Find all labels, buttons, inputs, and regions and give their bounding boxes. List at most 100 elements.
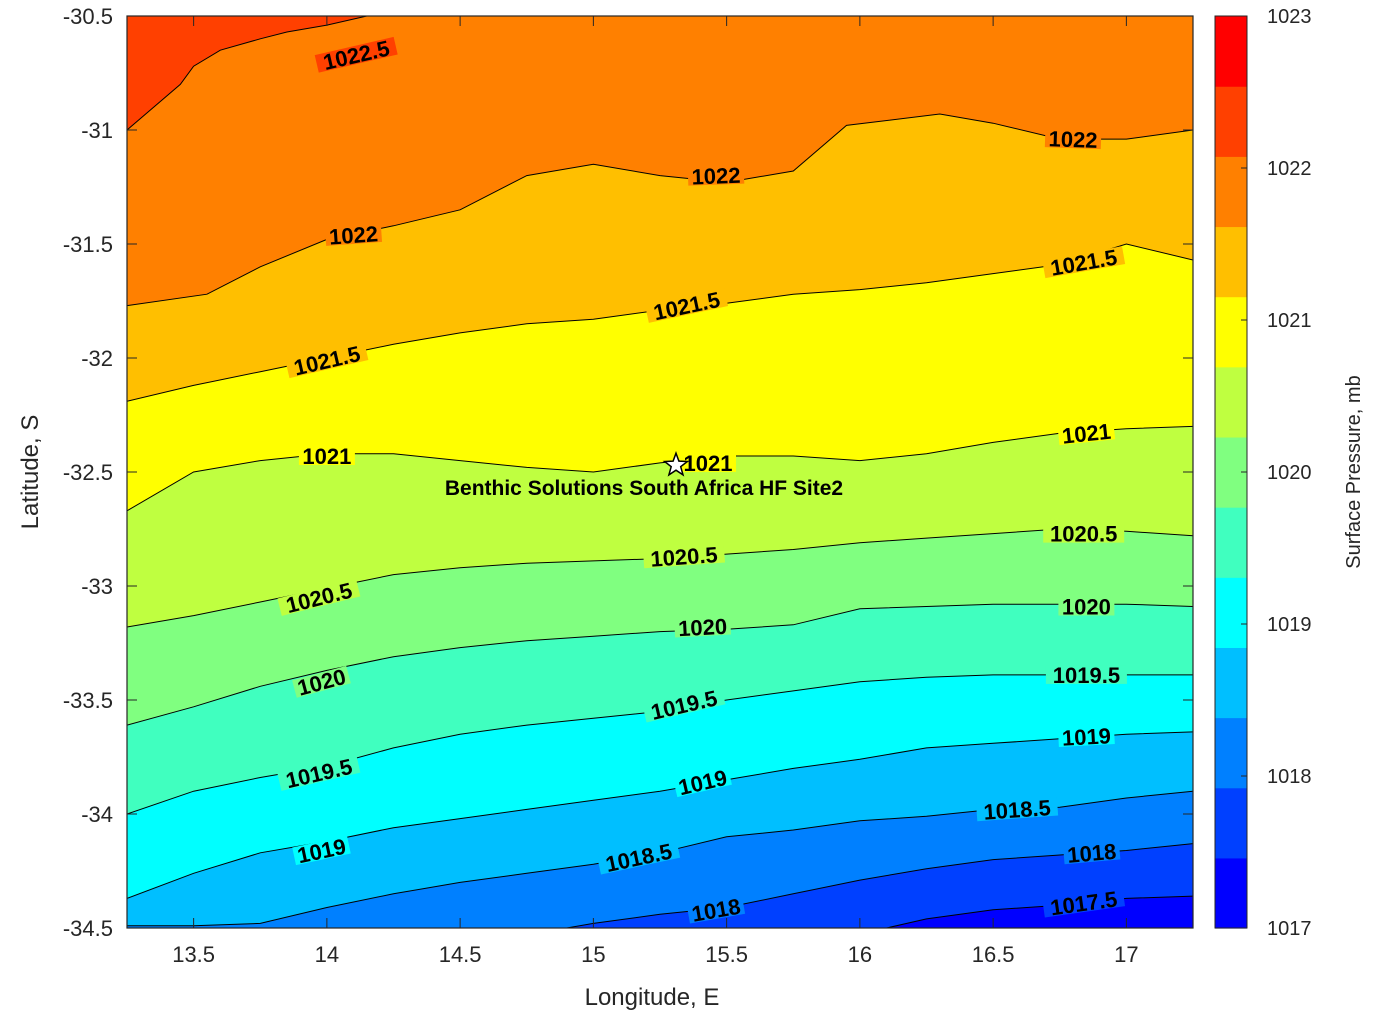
x-tick-label: 16.5	[972, 942, 1015, 967]
contour-label: 1021	[298, 444, 355, 469]
contour-label: 1022	[1044, 126, 1102, 153]
site-star-marker	[662, 451, 690, 477]
x-tick-label: 17	[1114, 942, 1138, 967]
contour-label-text: 1018	[1066, 839, 1117, 868]
y-tick-label: -32.5	[63, 460, 113, 485]
contour-label-bg	[674, 616, 732, 638]
y-axis: -30.5 -31 -31.5 -32 -32.5 -33 -33.5 -34 -34.5	[63, 4, 1193, 941]
colorbar-label: Surface Pressure, mb	[1343, 375, 1365, 568]
contour-label-bg	[314, 36, 398, 73]
colorbar-tick-label: 1022	[1267, 158, 1312, 180]
colorbar-band	[1215, 717, 1247, 789]
contour-label: 1018.5	[976, 795, 1059, 825]
contour-label-bg	[1063, 841, 1121, 865]
colorbar-band	[1215, 16, 1247, 87]
contour-label-bg	[292, 835, 351, 866]
x-tick-label: 15.5	[705, 942, 748, 967]
colorbar-tick-label: 1018	[1267, 766, 1312, 788]
colorbar-tick-label: 1017	[1267, 918, 1312, 940]
contour-label-bg	[1043, 524, 1125, 543]
x-axis-label: Longitude, E	[585, 984, 720, 1011]
contour-label-text: 1021	[1061, 419, 1112, 449]
contour-label-bg	[642, 686, 726, 723]
colorbar-band	[1215, 577, 1247, 648]
x-tick-label: 14.5	[439, 942, 482, 967]
contour-label-bg	[298, 447, 355, 465]
y-tick-label: -32	[81, 346, 113, 371]
colorbar-band	[1215, 156, 1247, 228]
site-annotation: Benthic Solutions South Africa HF Site2	[445, 477, 843, 500]
y-axis-label: Latitude, S	[17, 415, 44, 530]
contour-label: 1021	[680, 451, 736, 476]
colorbar-band	[1215, 787, 1247, 859]
y-tick-label: -34	[81, 802, 113, 827]
contour-label-bg	[1044, 129, 1102, 150]
contour-label-bg	[673, 767, 732, 798]
y-tick-label: -33.5	[63, 688, 113, 713]
contour-label: 1022	[324, 221, 383, 250]
y-tick-label: -33	[81, 574, 113, 599]
contour-label-text: 1022	[691, 163, 741, 190]
colorbar-band	[1215, 226, 1247, 298]
y-tick-label: -31	[81, 118, 113, 143]
colorbar-band	[1215, 647, 1247, 719]
colorbar-band	[1215, 507, 1247, 578]
y-tick-label: -30.5	[63, 4, 113, 29]
contour-label-bg	[687, 165, 745, 186]
colorbar-band	[1215, 296, 1247, 368]
x-tick-label: 16	[848, 942, 872, 967]
contour-label: 1018	[1063, 839, 1121, 868]
contour-band	[127, 16, 367, 130]
contour-label-bg	[1057, 421, 1116, 446]
contour-label-text: 1019.5	[1053, 663, 1120, 688]
contour-label: 1021	[1057, 419, 1116, 449]
colorbar-tick-label: 1019	[1267, 614, 1312, 636]
contour-label: 1019.5	[1045, 663, 1127, 688]
contour-label: 1019	[1057, 723, 1115, 751]
contour-label-bg	[1057, 726, 1115, 747]
contour-label-text: 1020	[678, 614, 728, 642]
colorbar-band	[1215, 366, 1247, 438]
colorbar-band	[1215, 857, 1247, 929]
colorbar-tick-label: 1021	[1267, 310, 1312, 332]
contour-label-text: 1020.5	[650, 542, 719, 572]
contour-label-text: 1022	[328, 221, 379, 249]
colorbar-band	[1215, 86, 1247, 157]
contour-label-text: 1020.5	[1050, 522, 1117, 547]
contour-label-bg	[686, 896, 746, 924]
colorbar: 1017 1018 1019 1020 1021 1022 1023	[1214, 6, 1312, 940]
contour-label-bg	[976, 797, 1059, 822]
contour-line	[127, 16, 368, 131]
contour-label: 1020	[1058, 595, 1115, 620]
contour-label-bg	[1058, 597, 1115, 616]
contour-label-bg	[597, 840, 681, 875]
contour-label: 1022	[687, 163, 745, 190]
x-tick-label: 15	[581, 942, 605, 967]
contour-label-bg	[285, 342, 369, 379]
contour-label: 1020.5	[642, 542, 726, 572]
contour-line	[127, 603, 1193, 726]
contour-label-bg	[642, 544, 726, 569]
contour-label-text: 1020	[1062, 595, 1111, 620]
contour-band	[127, 16, 1193, 306]
contour-fills	[127, 16, 1193, 928]
contour-line	[127, 113, 1193, 307]
contour-label-bg	[324, 223, 383, 246]
contour-label-bg	[645, 288, 729, 323]
x-tick-label: 14	[315, 942, 339, 967]
contour-label-bg	[1045, 665, 1127, 684]
colorbar-tick-label: 1023	[1267, 6, 1312, 28]
contour-label-text: 1019	[1061, 723, 1111, 751]
contour-label-text: 1022	[1048, 126, 1098, 153]
site-marker-group	[662, 451, 690, 477]
contour-label: 1020	[674, 614, 732, 642]
x-tick-label: 13.5	[172, 942, 215, 967]
contour-label-text: 1018.5	[983, 795, 1052, 825]
plot-area	[127, 16, 1193, 928]
contour-label-bg	[680, 453, 736, 472]
contour-label-bg	[277, 578, 361, 616]
contour-label-bg	[1042, 888, 1126, 918]
colorbar-tick-label: 1020	[1267, 462, 1312, 484]
contour-line	[886, 895, 1193, 928]
